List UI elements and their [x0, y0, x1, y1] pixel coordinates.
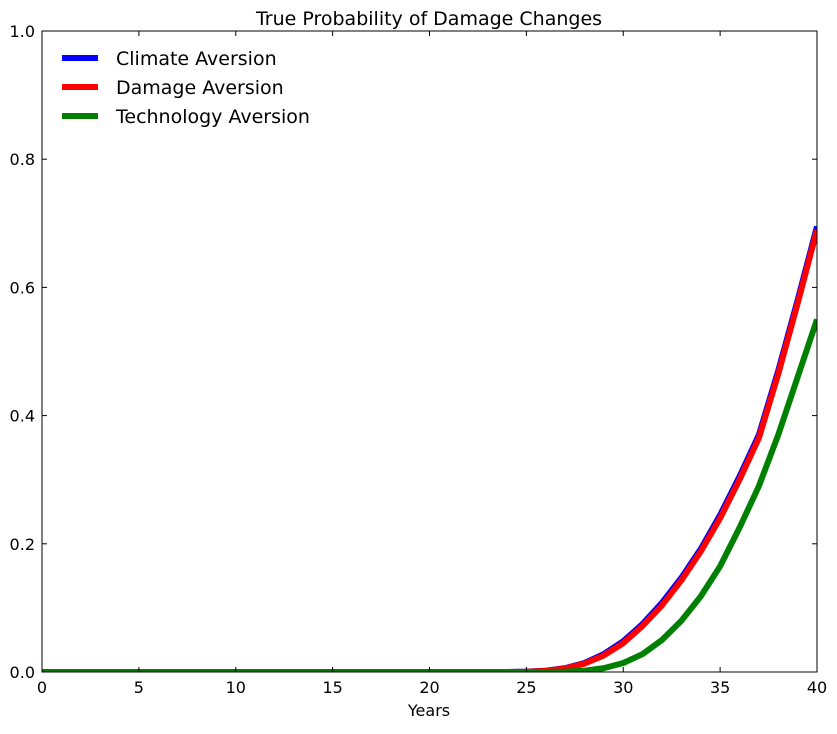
x-tick-label: 35	[710, 678, 730, 697]
legend: Climate Aversion Damage Aversion Technolog…	[62, 48, 310, 128]
x-axis-label: Years	[407, 701, 450, 720]
x-tick-label: 0	[37, 678, 47, 697]
y-tick-label: 0.6	[10, 278, 35, 297]
tick-labels-layer: 0 5 10 15 20 25 30 35 40 0.0 0.2 0.4 0.6 0.8 1.0	[10, 22, 828, 697]
series-layer	[42, 225, 817, 672]
y-tick-label: 0.8	[10, 150, 35, 169]
x-tick-label: 40	[807, 678, 827, 697]
y-tick-label: 0.0	[10, 663, 35, 682]
y-tick-label: 1.0	[10, 22, 35, 41]
x-tick-label: 25	[516, 678, 536, 697]
y-tick-label: 0.2	[10, 535, 35, 554]
legend-label: Climate Aversion	[116, 48, 277, 70]
x-tick-label: 10	[226, 678, 246, 697]
series-line-technology-aversion	[42, 318, 817, 672]
plot-frame	[41, 30, 818, 673]
series-line-climate-aversion	[42, 225, 817, 672]
series-line-damage-aversion	[42, 228, 817, 672]
x-tick-label: 20	[419, 678, 439, 697]
y-tick-label: 0.4	[10, 407, 35, 426]
legend-label: Damage Aversion	[116, 77, 284, 99]
x-tick-label: 30	[613, 678, 633, 697]
x-tick-label: 5	[134, 678, 144, 697]
x-tick-label: 15	[322, 678, 342, 697]
legend-label: Technology Aversion	[115, 106, 310, 128]
chart-title: True Probability of Damage Changes	[255, 8, 602, 30]
